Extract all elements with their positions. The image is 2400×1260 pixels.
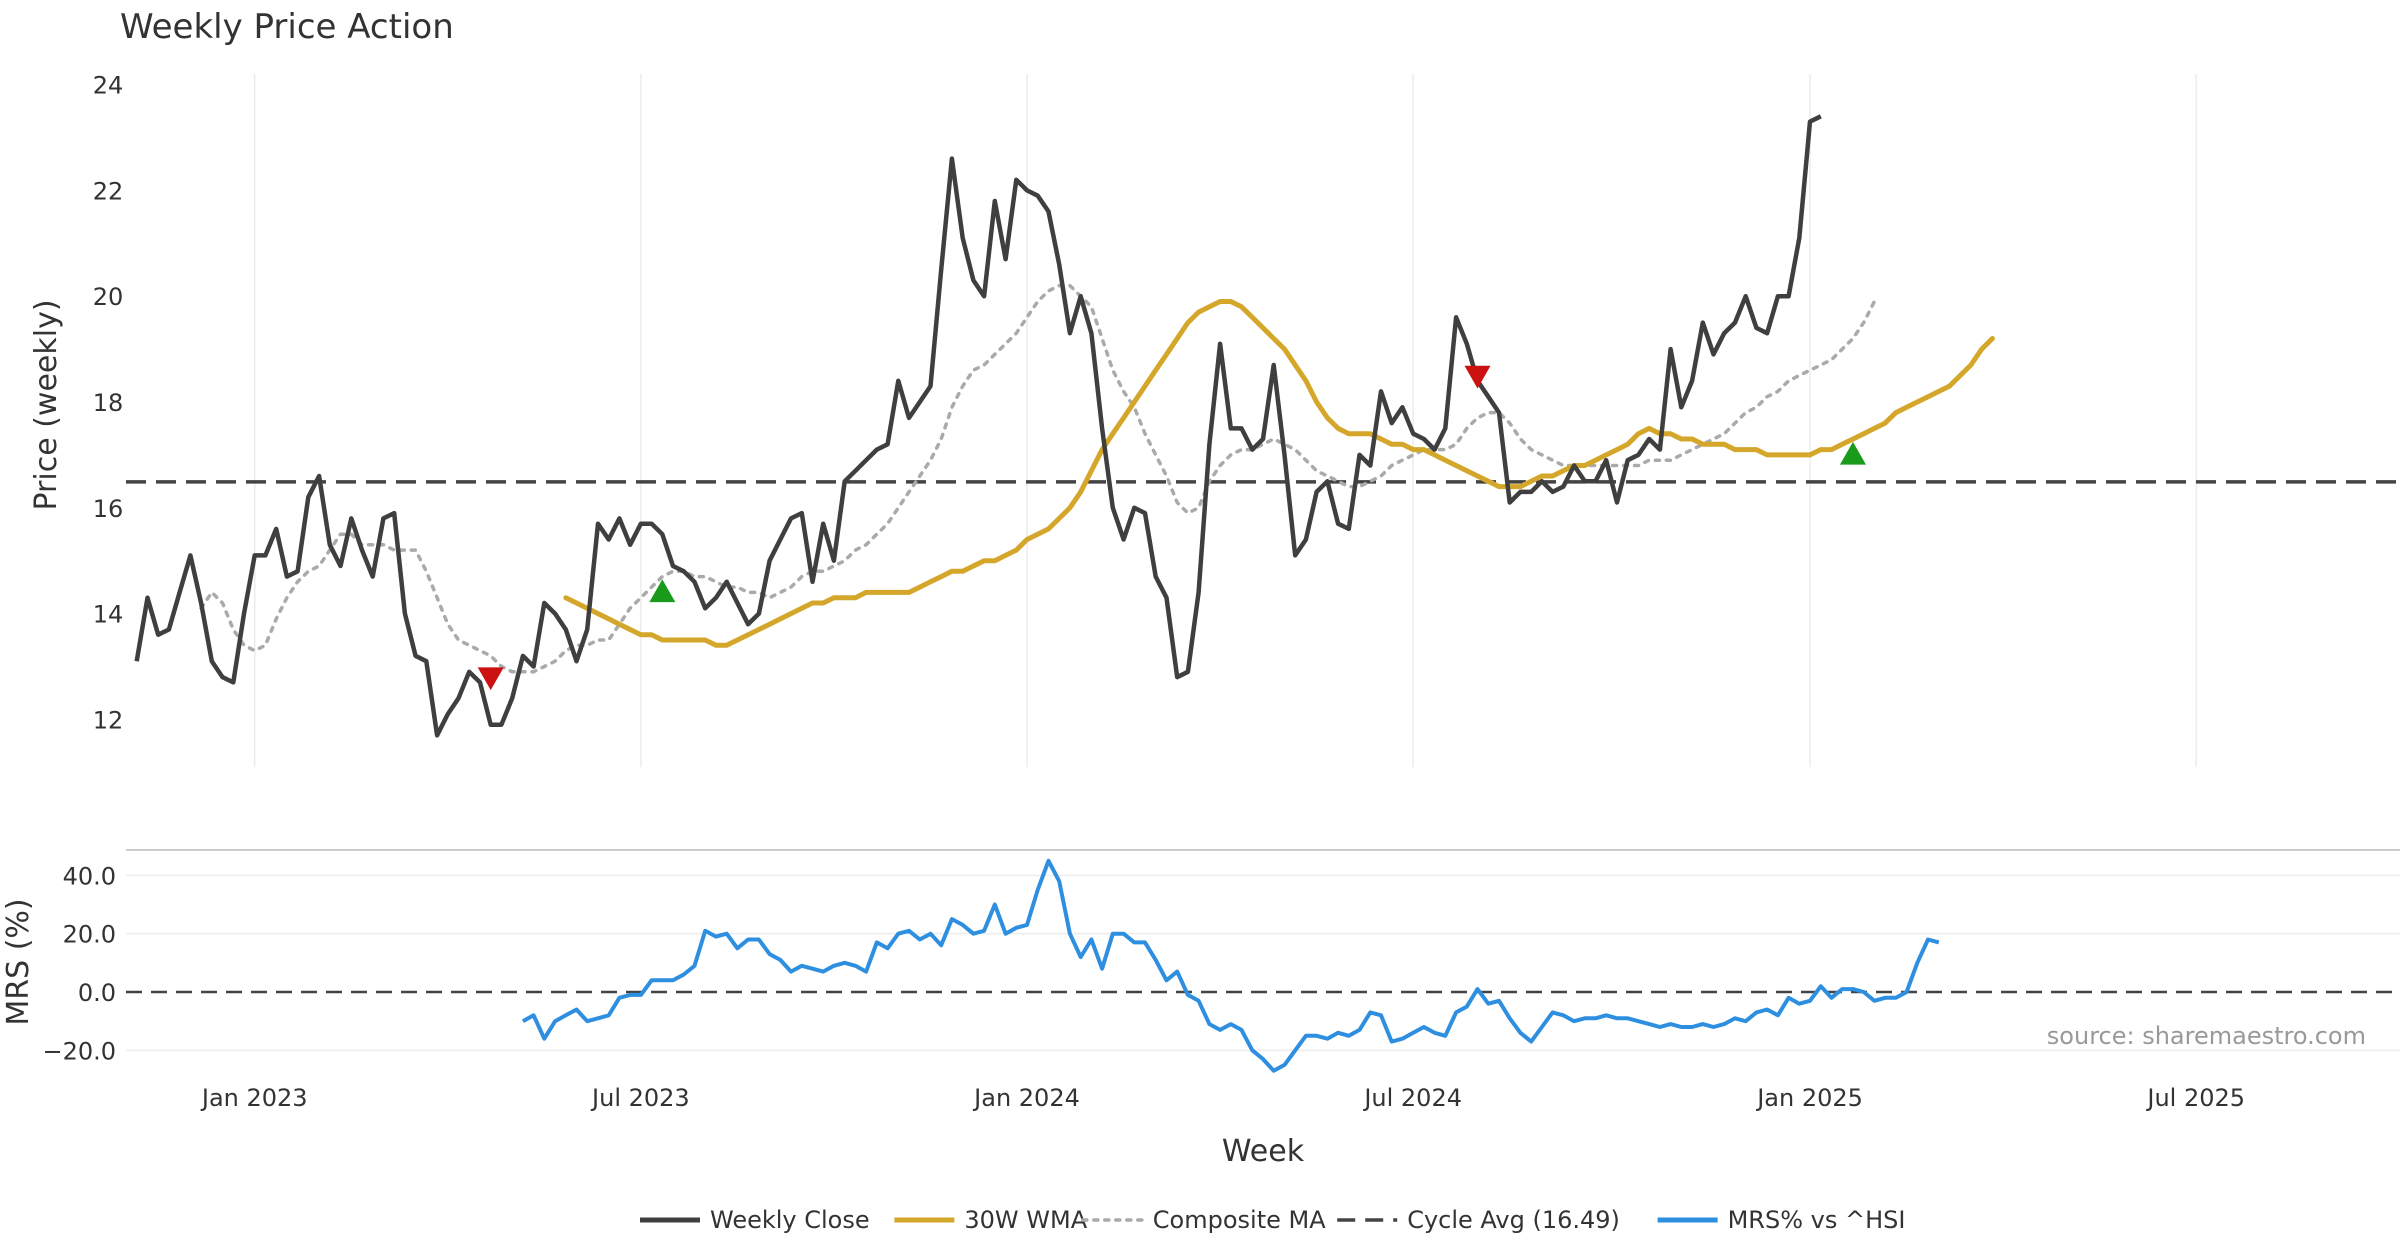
x-tick-label: Jul 2023 — [590, 1084, 690, 1112]
mrs-y-tick-label: 0.0 — [78, 979, 116, 1007]
mrs-line — [521, 858, 1940, 1073]
chart-title: Weekly Price Action — [120, 7, 454, 47]
marker-layer — [477, 365, 1866, 691]
price-y-tick-label: 16 — [93, 495, 124, 523]
sell-signal-marker — [477, 667, 504, 691]
weekly-close-line — [134, 114, 1822, 738]
x-tick-label: Jan 2024 — [972, 1084, 1080, 1112]
price-y-tick-label: 18 — [93, 389, 124, 417]
x-tick-label: Jan 2023 — [200, 1084, 308, 1112]
price-y-tick-label: 12 — [93, 706, 124, 734]
legend-label: Composite MA — [1153, 1206, 1326, 1234]
axis-layer: Jan 2023 Jul 2023 Jan 2024 Jul 2024 Jan 2025… — [42, 72, 2245, 1112]
legend: Weekly Close 30W WMA Composite MA Cycle Avg… — [640, 1206, 1905, 1234]
x-tick-label: Jan 2025 — [1755, 1084, 1863, 1112]
legend-label: 30W WMA — [964, 1206, 1087, 1234]
legend-label: MRS% vs ^HSI — [1728, 1206, 1906, 1234]
sell-signal-marker — [1464, 365, 1491, 389]
price-y-axis-label: Price (weekly) — [29, 299, 64, 510]
price-y-tick-label: 24 — [93, 72, 124, 100]
mrs-y-tick-label: 20.0 — [63, 921, 116, 949]
mrs-y-axis-label: MRS (%) — [1, 898, 36, 1025]
wma-30w-line — [563, 299, 1995, 648]
legend-label: Weekly Close — [710, 1206, 870, 1234]
mrs-y-tick-label: 40.0 — [63, 862, 116, 890]
series-layer — [126, 114, 2400, 1073]
price-y-tick-label: 20 — [93, 283, 124, 311]
price-y-tick-label: 22 — [93, 177, 124, 205]
source-note: source: sharemaestro.com — [2047, 1022, 2366, 1050]
x-axis-label: Week — [1222, 1134, 1305, 1169]
x-tick-label: Jul 2024 — [1362, 1084, 1462, 1112]
legend-label: Cycle Avg (16.49) — [1407, 1206, 1620, 1234]
buy-signal-marker — [1839, 441, 1866, 465]
price-y-tick-label: 14 — [93, 601, 124, 629]
buy-signal-marker — [649, 579, 676, 603]
mrs-y-tick-label: −20.0 — [42, 1037, 116, 1065]
composite-ma-line — [199, 283, 1877, 674]
grid-layer — [126, 74, 2400, 1052]
x-tick-label: Jul 2025 — [2145, 1084, 2245, 1112]
